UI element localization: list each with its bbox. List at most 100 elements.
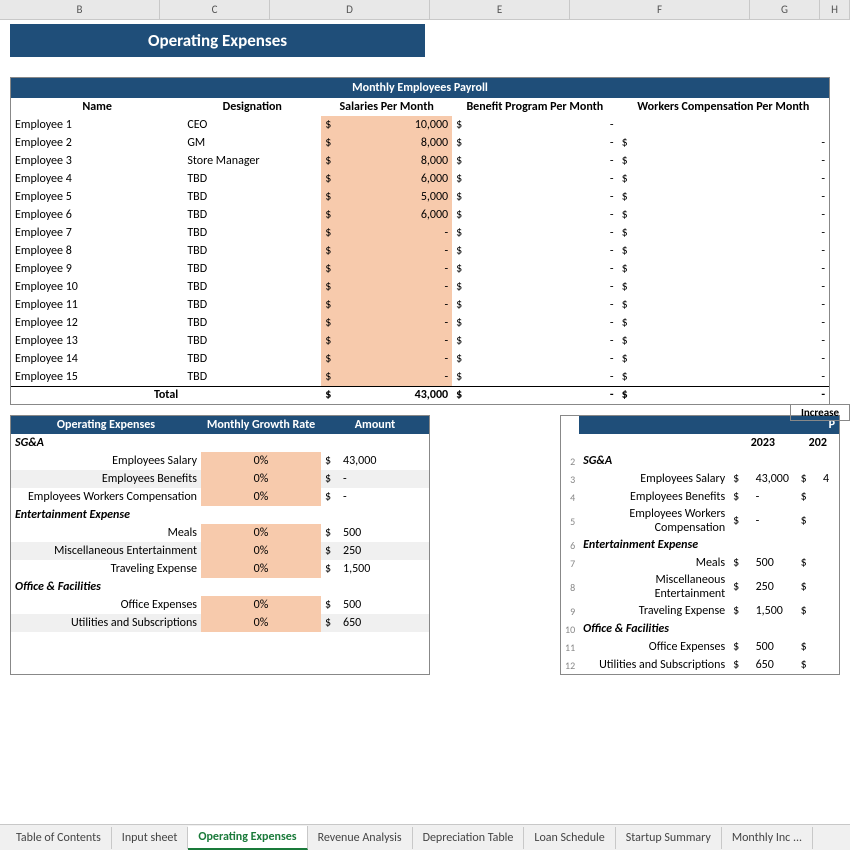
payroll-salary[interactable]: - <box>337 350 452 368</box>
payroll-salary[interactable]: - <box>337 296 452 314</box>
col-header-F[interactable]: F <box>570 0 750 19</box>
currency-symbol: $ <box>618 134 634 152</box>
currency-symbol: $ <box>452 350 468 368</box>
currency-symbol: $ <box>797 506 819 536</box>
payroll-salary[interactable]: 8,000 <box>337 152 452 170</box>
payroll-row[interactable]: Employee 13 TBD $ - $ - $ - <box>11 332 829 350</box>
sheet-tab[interactable]: Revenue Analysis <box>308 827 413 849</box>
sheet-tab[interactable]: Table of Contents <box>6 827 112 849</box>
proj-row[interactable]: 11 Office Expenses $ 500 $ <box>561 638 839 656</box>
payroll-salary[interactable]: 5,000 <box>337 188 452 206</box>
col-header-H[interactable]: H <box>820 0 850 19</box>
sheet-tab[interactable]: Operating Expenses <box>188 826 307 850</box>
payroll-benefit: - <box>468 278 617 296</box>
payroll-row[interactable]: Employee 6 TBD $ 6,000 $ - $ - <box>11 206 829 224</box>
currency-symbol: $ <box>452 296 468 314</box>
opex-row[interactable]: Meals 0% $ 500 <box>11 524 429 542</box>
row-number: 10 <box>561 620 579 638</box>
opex-amt: 43,000 <box>339 452 429 470</box>
payroll-row[interactable]: Employee 7 TBD $ - $ - $ - <box>11 224 829 242</box>
opex-hdr-rate: Monthly Growth Rate <box>201 416 321 434</box>
opex-row[interactable]: Miscellaneous Entertainment 0% $ 250 <box>11 542 429 560</box>
opex-rate[interactable]: 0% <box>201 452 321 470</box>
proj-name: Office Expenses <box>579 638 729 656</box>
payroll-row[interactable]: Employee 8 TBD $ - $ - $ - <box>11 242 829 260</box>
payroll-salary[interactable]: - <box>337 278 452 296</box>
opex-row[interactable]: Office Expenses 0% $ 500 <box>11 596 429 614</box>
opex-rate[interactable]: 0% <box>201 614 321 632</box>
currency-symbol: $ <box>321 188 337 206</box>
proj-row[interactable]: 9 Traveling Expense $ 1,500 $ <box>561 602 839 620</box>
payroll-wc: - <box>634 188 829 206</box>
payroll-salary[interactable]: - <box>337 332 452 350</box>
currency-symbol: $ <box>321 224 337 242</box>
opex-amt: - <box>339 488 429 506</box>
payroll-salary[interactable]: - <box>337 260 452 278</box>
proj-row[interactable]: 8 Miscellaneous Entertainment $ 250 $ <box>561 572 839 602</box>
opex-group: Entertainment Expense <box>11 506 429 524</box>
currency-symbol: $ <box>618 314 634 332</box>
payroll-salary[interactable]: - <box>337 242 452 260</box>
proj-row[interactable]: 4 Employees Benefits $ - $ <box>561 488 839 506</box>
payroll-row[interactable]: Employee 3 Store Manager $ 8,000 $ - $ - <box>11 152 829 170</box>
opex-rate[interactable]: 0% <box>201 542 321 560</box>
proj-row[interactable]: 7 Meals $ 500 $ <box>561 554 839 572</box>
payroll-salary[interactable]: 6,000 <box>337 206 452 224</box>
sheet-tab[interactable]: Loan Schedule <box>524 827 615 849</box>
opex-rate[interactable]: 0% <box>201 488 321 506</box>
opex-row[interactable]: Employees Salary 0% $ 43,000 <box>11 452 429 470</box>
payroll-salary[interactable]: 6,000 <box>337 170 452 188</box>
sheet-tab[interactable]: Input sheet <box>112 827 189 849</box>
currency-symbol: $ <box>452 206 468 224</box>
currency-symbol: $ <box>321 170 337 188</box>
col-header-E[interactable]: E <box>430 0 570 19</box>
payroll-row[interactable]: Employee 1 CEO $ 10,000 $ - <box>11 116 829 134</box>
currency-symbol: $ <box>618 260 634 278</box>
payroll-row[interactable]: Employee 4 TBD $ 6,000 $ - $ - <box>11 170 829 188</box>
currency-symbol: $ <box>452 314 468 332</box>
opex-row[interactable]: Traveling Expense 0% $ 1,500 <box>11 560 429 578</box>
opex-row[interactable]: Employees Benefits 0% $ - <box>11 470 429 488</box>
payroll-row[interactable]: Employee 10 TBD $ - $ - $ - <box>11 278 829 296</box>
payroll-row[interactable]: Employee 15 TBD $ - $ - $ - <box>11 368 829 386</box>
col-header-C[interactable]: C <box>160 0 270 19</box>
payroll-row[interactable]: Employee 2 GM $ 8,000 $ - $ - <box>11 134 829 152</box>
currency-symbol: $ <box>452 368 468 386</box>
payroll-wc: - <box>634 170 829 188</box>
payroll-salary[interactable]: 10,000 <box>337 116 452 134</box>
payroll-salary[interactable]: - <box>337 224 452 242</box>
opex-amt: 250 <box>339 542 429 560</box>
opex-rate[interactable]: 0% <box>201 596 321 614</box>
opex-row[interactable]: Utilities and Subscriptions 0% $ 650 <box>11 614 429 632</box>
currency-symbol: $ <box>452 152 468 170</box>
payroll-name: Employee 11 <box>11 296 183 314</box>
payroll-row[interactable]: Employee 11 TBD $ - $ - $ - <box>11 296 829 314</box>
payroll-row[interactable]: Employee 5 TBD $ 5,000 $ - $ - <box>11 188 829 206</box>
proj-row[interactable]: 12 Utilities and Subscriptions $ 650 $ <box>561 656 839 674</box>
sheet-tab[interactable]: Startup Summary <box>616 827 722 849</box>
opex-row[interactable]: Employees Workers Compensation 0% $ - <box>11 488 429 506</box>
payroll-row[interactable]: Employee 9 TBD $ - $ - $ - <box>11 260 829 278</box>
opex-rate[interactable]: 0% <box>201 524 321 542</box>
opex-group: Office & Facilities <box>11 578 429 596</box>
payroll-desig: Store Manager <box>183 152 321 170</box>
col-header-B[interactable]: B <box>0 0 160 19</box>
sheet-tab[interactable]: Depreciation Table <box>413 827 525 849</box>
payroll-col-name: Name <box>11 98 183 116</box>
payroll-salary[interactable]: - <box>337 368 452 386</box>
payroll-benefit: - <box>468 314 617 332</box>
proj-row[interactable]: 3 Employees Salary $ 43,000 $ 4 <box>561 470 839 488</box>
opex-rate[interactable]: 0% <box>201 560 321 578</box>
payroll-row[interactable]: Employee 12 TBD $ - $ - $ - <box>11 314 829 332</box>
col-header-G[interactable]: G <box>750 0 820 19</box>
proj-val-a: 43,000 <box>752 470 797 488</box>
col-header-D[interactable]: D <box>270 0 430 19</box>
sheet-tab[interactable]: Monthly Inc ... <box>722 827 813 849</box>
proj-val-b <box>819 638 839 656</box>
payroll-row[interactable]: Employee 14 TBD $ - $ - $ - <box>11 350 829 368</box>
payroll-salary[interactable]: 8,000 <box>337 134 452 152</box>
payroll-salary[interactable]: - <box>337 314 452 332</box>
opex-rate[interactable]: 0% <box>201 470 321 488</box>
row-number: 5 <box>561 506 579 536</box>
proj-row[interactable]: 5 Employees Workers Compensation $ - $ <box>561 506 839 536</box>
